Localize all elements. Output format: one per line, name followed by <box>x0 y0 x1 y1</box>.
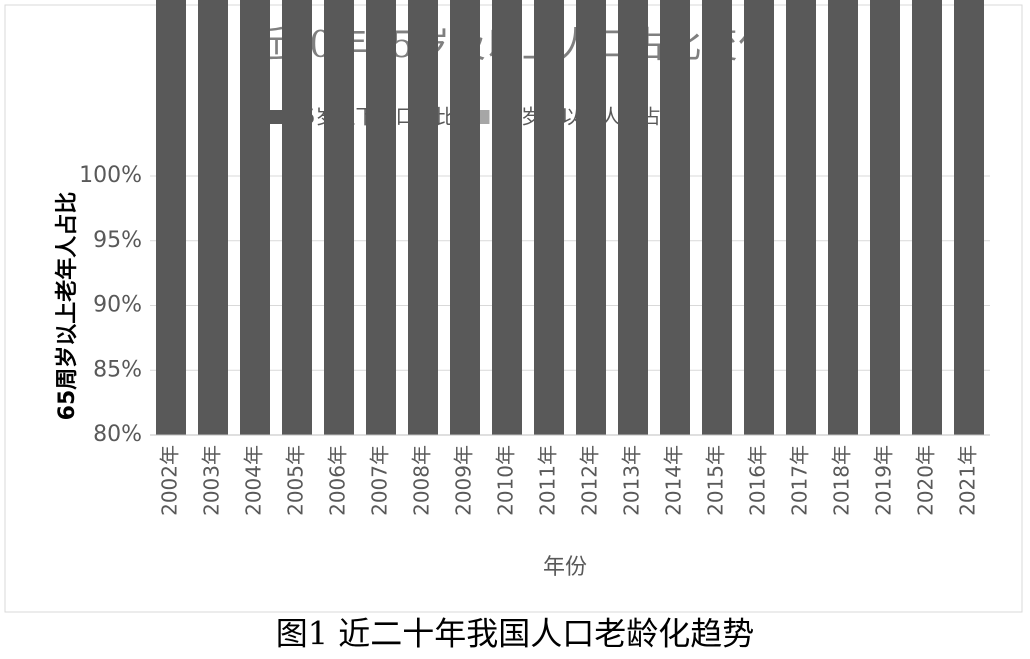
bar-segment <box>408 0 438 435</box>
bar-segment <box>240 0 270 435</box>
caption: 图1 近二十年我国人口老龄化趋势 <box>276 615 755 653</box>
x-tick-label: 2005年 <box>284 445 308 516</box>
legend-swatch <box>270 110 284 124</box>
bar-segment <box>198 0 228 435</box>
bar-segment <box>324 0 354 435</box>
bar-segment <box>282 0 312 435</box>
x-tick-label: 2003年 <box>200 445 224 516</box>
bar-segment <box>156 0 186 435</box>
x-tick-label: 2021年 <box>956 445 980 516</box>
bar-segment <box>702 0 732 435</box>
bar-segment <box>870 0 900 435</box>
x-tick-label: 2012年 <box>578 445 602 516</box>
y-tick-label: 100% <box>79 163 142 188</box>
y-tick-label: 90% <box>93 293 142 318</box>
bar-segment <box>450 0 480 435</box>
bar-segment <box>366 0 396 435</box>
bar-segment <box>576 0 606 435</box>
x-tick-label: 2006年 <box>326 445 350 516</box>
x-tick-label: 2016年 <box>746 445 770 516</box>
y-tick-label: 80% <box>93 422 142 447</box>
x-axis-title: 年份 <box>543 555 587 580</box>
bar-segment <box>912 0 942 435</box>
bar-segment <box>744 0 774 435</box>
bar-segment <box>786 0 816 435</box>
y-axis-title: 65周岁以上老年人占比 <box>54 192 80 421</box>
x-tick-label: 2011年 <box>536 445 560 516</box>
x-tick-label: 2002年 <box>158 445 182 516</box>
x-tick-label: 2013年 <box>620 445 644 516</box>
x-tick-label: 2004年 <box>242 445 266 516</box>
bar-segment <box>954 0 984 436</box>
x-tick-label: 2008年 <box>410 445 434 516</box>
bar-segment <box>492 0 522 436</box>
x-tick-label: 2018年 <box>830 445 854 516</box>
x-tick-label: 2015年 <box>704 445 728 516</box>
x-tick-label: 2010年 <box>494 445 518 516</box>
x-tick-label: 2019年 <box>872 445 896 516</box>
x-tick-label: 2007年 <box>368 445 392 516</box>
bar-segment <box>660 0 690 435</box>
y-tick-label: 85% <box>93 357 142 382</box>
x-tick-label: 2017年 <box>788 445 812 516</box>
x-tick-label: 2014年 <box>662 445 686 516</box>
bar-segment <box>618 0 648 435</box>
bar-segment <box>828 0 858 436</box>
y-tick-label: 95% <box>93 228 142 253</box>
bar-segment <box>534 0 564 435</box>
x-tick-label: 2009年 <box>452 445 476 516</box>
x-tick-label: 2020年 <box>914 445 938 516</box>
